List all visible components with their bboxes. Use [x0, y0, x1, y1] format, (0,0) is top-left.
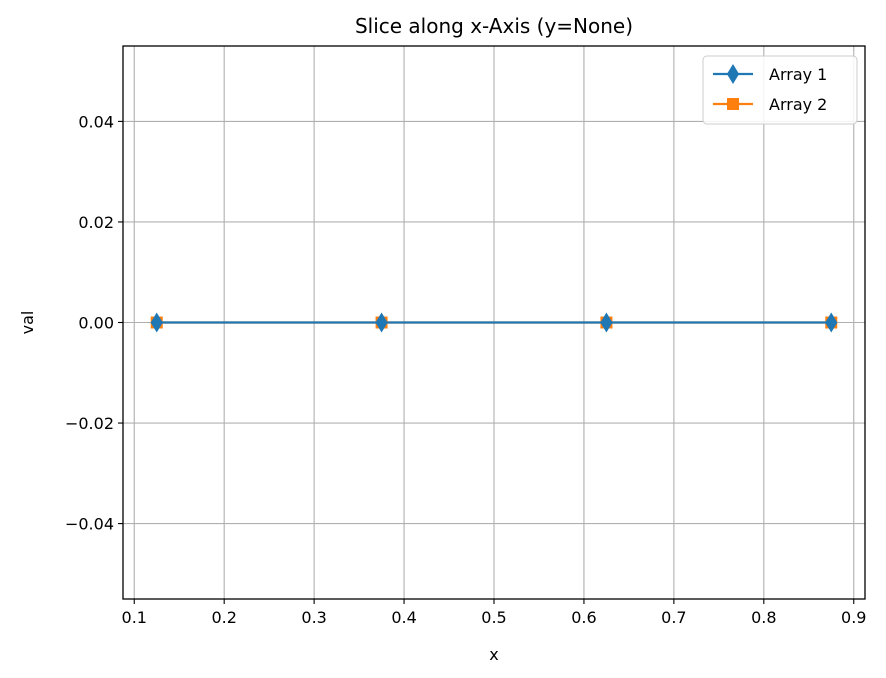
legend-marker	[727, 98, 739, 110]
x-tick-label: 0.1	[122, 608, 147, 627]
axis-ticks: 0.1 0.2 0.3 0.4 0.5 0.6 0.7 0.8 0.9 −0.04 −0.02 0.0…	[65, 112, 867, 627]
y-axis-label: val	[18, 311, 37, 335]
legend-marker	[726, 64, 740, 84]
x-tick-label: 0.3	[301, 608, 326, 627]
data-point	[825, 312, 838, 333]
y-tick-label: −0.04	[65, 515, 114, 534]
legend-label: Array 1	[769, 65, 827, 84]
x-tick-label: 0.4	[391, 608, 416, 627]
data-point	[375, 312, 388, 333]
data-point	[150, 312, 163, 333]
x-tick-label: 0.2	[211, 608, 236, 627]
y-tick-label: 0.00	[78, 314, 114, 333]
data-point	[600, 312, 613, 333]
x-tick-label: 0.9	[841, 608, 866, 627]
x-tick-label: 0.7	[661, 608, 686, 627]
y-tick-label: 0.04	[78, 112, 114, 131]
series-layer	[150, 312, 838, 333]
x-tick-label: 0.6	[571, 608, 596, 627]
chart-title: Slice along x-Axis (y=None)	[355, 14, 633, 38]
x-tick-label: 0.5	[481, 608, 506, 627]
legend-label: Array 2	[769, 95, 827, 114]
x-tick-label: 0.8	[751, 608, 776, 627]
legend-item: Array 1	[713, 64, 827, 84]
legend: Array 1 Array 2	[702, 55, 858, 125]
x-axis-label: x	[489, 645, 498, 664]
y-tick-label: −0.02	[65, 414, 114, 433]
legend-item: Array 2	[713, 95, 827, 114]
series-array-1	[150, 312, 838, 333]
y-tick-label: 0.02	[78, 213, 114, 232]
